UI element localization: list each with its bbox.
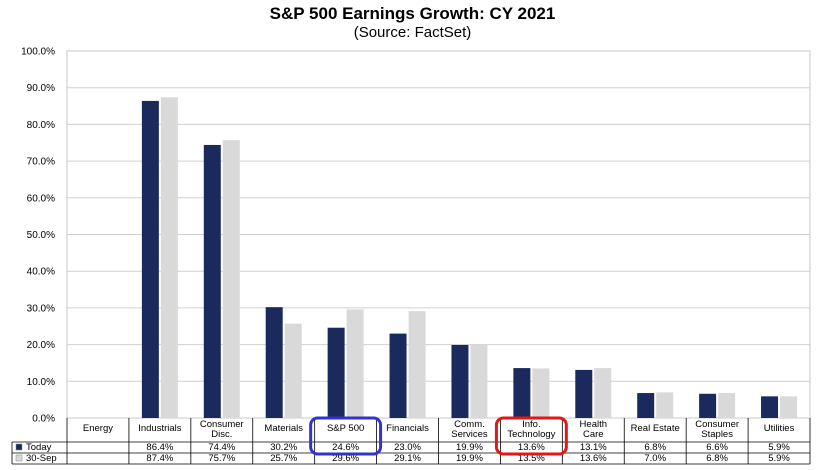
data-label: 13.5% — [518, 453, 545, 464]
data-label: 75.7% — [208, 453, 235, 464]
category-label: Comm. — [454, 419, 485, 430]
bar-30-sep — [718, 393, 736, 418]
legend-label: Today — [26, 442, 52, 453]
category-label: Health — [580, 419, 607, 430]
category-label: Services — [451, 429, 488, 440]
data-label: 13.1% — [580, 442, 607, 453]
data-label: 19.9% — [456, 442, 483, 453]
bar-today — [637, 393, 655, 418]
data-label: 30.2% — [270, 442, 297, 453]
category-label: Utilities — [764, 423, 795, 434]
data-label: 29.6% — [332, 453, 359, 464]
bar-today — [451, 344, 469, 418]
legend-key — [15, 443, 23, 451]
y-tick-label: 10.0% — [27, 377, 55, 388]
y-tick-label: 90.0% — [27, 83, 55, 94]
category-label: Consumer — [695, 419, 739, 430]
data-label: 7.0% — [644, 453, 666, 464]
data-label: 29.1% — [394, 453, 421, 464]
data-label: 6.8% — [706, 453, 728, 464]
chart-subtitle: (Source: FactSet) — [353, 24, 472, 41]
category-label: Disc. — [211, 429, 232, 440]
data-label: 6.8% — [644, 442, 666, 453]
bar-30-sep — [656, 392, 674, 418]
highlight-box — [494, 416, 568, 456]
y-tick-label: 20.0% — [27, 340, 55, 351]
bar-30-sep — [222, 140, 240, 418]
y-tick-label: 0.0% — [32, 414, 55, 425]
data-label: 74.4% — [208, 442, 235, 453]
bar-today — [389, 333, 407, 418]
bar-30-sep — [160, 97, 178, 418]
legend-label: 30-Sep — [26, 453, 57, 464]
bar-today — [327, 327, 345, 418]
data-label: 86.4% — [146, 442, 173, 453]
y-tick-label: 70.0% — [27, 157, 55, 168]
bar-today — [141, 100, 159, 419]
chart-title: S&P 500 Earnings Growth: CY 2021 — [269, 4, 556, 23]
category-label: Info. — [522, 419, 541, 430]
data-label: 19.9% — [456, 453, 483, 464]
category-label: Materials — [264, 423, 303, 434]
bar-30-sep — [284, 323, 302, 418]
category-label: Energy — [83, 423, 113, 434]
category-label: Industrials — [138, 423, 182, 434]
data-label: 13.6% — [580, 453, 607, 464]
category-label: Staples — [701, 429, 733, 440]
y-tick-label: 30.0% — [27, 303, 55, 314]
highlight-box — [309, 416, 383, 456]
category-label: Consumer — [200, 419, 244, 430]
bar-today — [575, 369, 593, 418]
bar-today — [203, 144, 221, 418]
data-label: 87.4% — [146, 453, 173, 464]
bar-30-sep — [408, 311, 426, 418]
bar-today — [513, 368, 531, 418]
data-label: 25.7% — [270, 453, 297, 464]
bar-30-sep — [346, 309, 364, 418]
data-label: 13.6% — [518, 442, 545, 453]
y-tick-label: 100.0% — [21, 47, 55, 58]
bar-30-sep — [470, 344, 488, 418]
y-tick-label: 60.0% — [27, 193, 55, 204]
category-label: Real Estate — [631, 423, 680, 434]
data-label: 24.6% — [332, 442, 359, 453]
category-label: Care — [583, 429, 604, 440]
category-label: Financials — [386, 423, 429, 434]
bar-30-sep — [594, 368, 612, 418]
category-label: S&P 500 — [327, 423, 364, 434]
bar-today — [265, 307, 283, 418]
legend-key — [15, 454, 23, 462]
y-tick-label: 40.0% — [27, 267, 55, 278]
category-label: Technology — [507, 429, 555, 440]
bar-today — [761, 396, 779, 418]
bar-30-sep — [532, 368, 550, 418]
bar-30-sep — [780, 396, 798, 418]
y-tick-label: 50.0% — [27, 230, 55, 241]
data-label: 6.6% — [706, 442, 728, 453]
data-label: 5.9% — [768, 442, 790, 453]
data-label: 23.0% — [394, 442, 421, 453]
y-tick-label: 80.0% — [27, 120, 55, 131]
bar-today — [699, 393, 717, 418]
data-label: 5.9% — [768, 453, 790, 464]
